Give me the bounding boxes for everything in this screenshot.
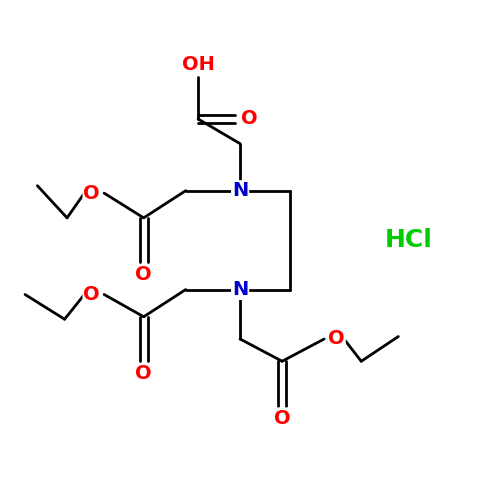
Text: N: N: [232, 181, 248, 200]
Text: O: O: [328, 330, 345, 348]
Text: O: O: [84, 184, 100, 203]
Text: O: O: [274, 408, 290, 428]
Text: O: O: [240, 110, 258, 128]
Text: N: N: [232, 280, 248, 299]
Text: O: O: [136, 265, 152, 284]
Text: OH: OH: [182, 55, 214, 74]
Text: HCl: HCl: [384, 228, 432, 252]
Text: O: O: [84, 285, 100, 304]
Text: O: O: [136, 364, 152, 383]
